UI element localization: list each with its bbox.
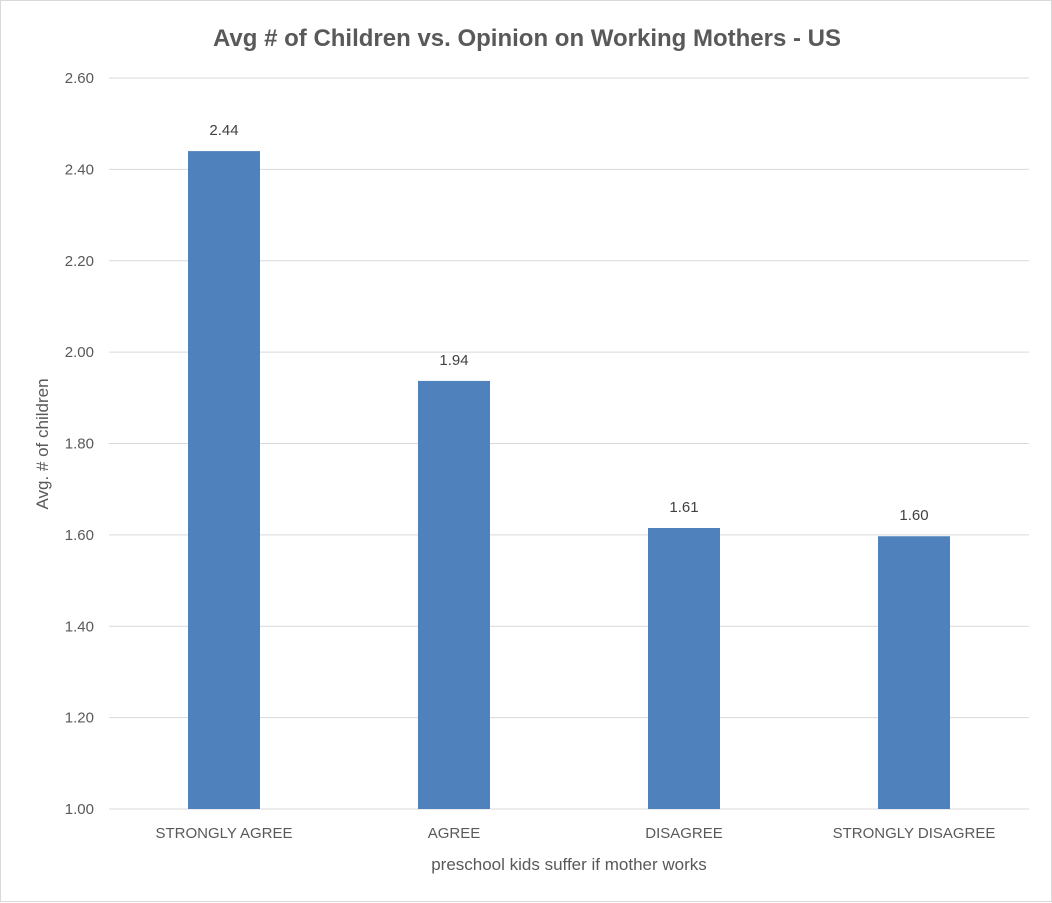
x-tick-label: STRONGLY AGREE: [156, 825, 293, 842]
data-label: 1.94: [439, 352, 468, 369]
bar: [648, 528, 720, 809]
x-axis-ticks: STRONGLY AGREE AGREE DISAGREE STRONGLY DISA…: [156, 825, 996, 842]
data-label: 1.61: [669, 499, 698, 516]
bar: [418, 380, 490, 809]
y-tick-label: 1.60: [65, 527, 94, 544]
data-label: 1.60: [899, 507, 928, 524]
y-tick-label: 1.00: [65, 801, 94, 818]
bar: [188, 151, 260, 810]
y-tick-label: 1.80: [65, 436, 94, 453]
y-tick-label: 2.20: [65, 253, 94, 270]
bar: [878, 536, 950, 809]
x-tick-label: STRONGLY DISAGREE: [833, 825, 996, 842]
y-tick-label: 2.40: [65, 161, 94, 178]
data-labels: 2.44 1.94 1.61 1.60: [209, 122, 928, 524]
data-label: 2.44: [209, 122, 238, 139]
x-tick-label: AGREE: [428, 825, 481, 842]
y-tick-label: 2.60: [65, 70, 94, 87]
y-tick-label: 1.40: [65, 618, 94, 635]
bars: [188, 151, 950, 810]
x-axis-title: preschool kids suffer if mother works: [431, 855, 707, 874]
y-tick-label: 2.00: [65, 344, 94, 361]
chart-title: Avg # of Children vs. Opinion on Working…: [213, 25, 841, 52]
y-axis-ticks: 1.00 1.20 1.40 1.60 1.80 2.00 2.20 2.40 2.60: [65, 70, 94, 818]
gridlines: [109, 77, 1029, 810]
y-axis-title: Avg. # of children: [33, 378, 52, 509]
y-tick-label: 1.20: [65, 710, 94, 727]
x-tick-label: DISAGREE: [645, 825, 723, 842]
